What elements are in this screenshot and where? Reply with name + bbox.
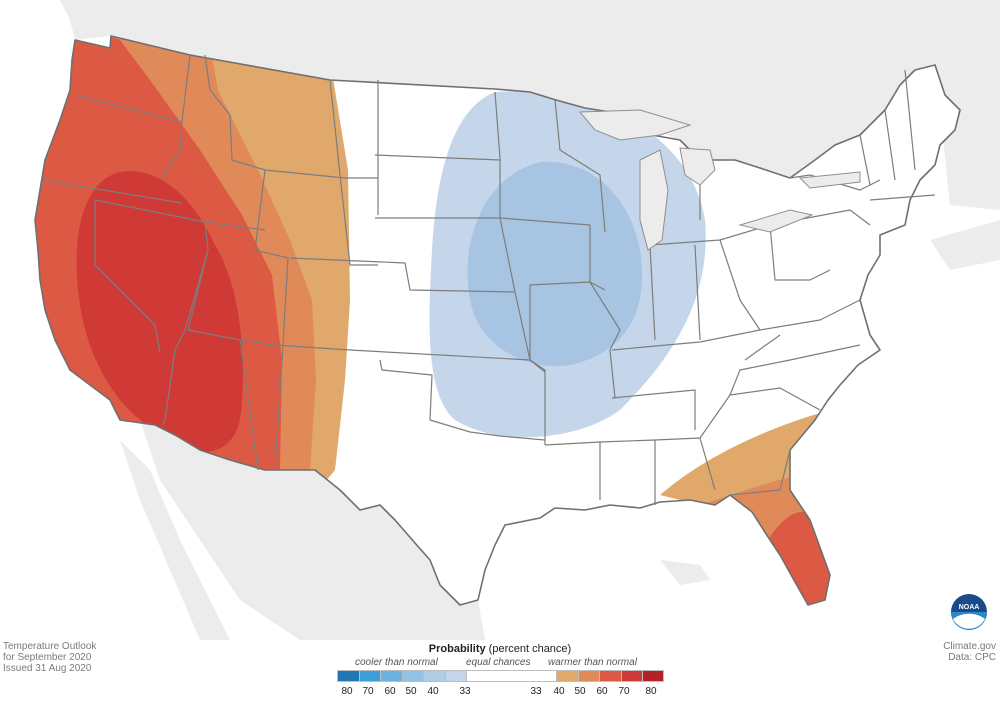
legend-swatch: [466, 670, 556, 682]
legend-warmer-label: warmer than normal: [548, 657, 637, 668]
legend-swatch: [401, 670, 423, 682]
legend-tick-label: 60: [596, 686, 608, 697]
legend-tick-label: 50: [574, 686, 586, 697]
us-map: NOAA: [34, 0, 1000, 640]
legend-swatch: [358, 670, 380, 682]
legend-swatch: [556, 670, 578, 682]
map-credits: Climate.gov Data: CPC: [943, 641, 996, 663]
legend-tick-label: 40: [553, 686, 565, 697]
legend-tick-label: 70: [618, 686, 630, 697]
credit-data: Data: CPC: [948, 652, 996, 663]
credit-site: Climate.gov: [943, 641, 996, 652]
legend-tick-label: 70: [362, 686, 374, 697]
legend-tick-label: 33: [459, 686, 471, 697]
state-borders: [34, 35, 961, 606]
legend-title: Probability (percent chance): [340, 643, 660, 655]
surrounding-land: [60, 0, 1000, 640]
legend-cooler-label: cooler than normal: [355, 657, 438, 668]
legend-tick-label: 33: [530, 686, 542, 697]
map-period: for September 2020: [3, 652, 92, 663]
legend-swatch: [642, 670, 664, 682]
legend-title-bold: Probability: [428, 643, 486, 655]
noaa-logo-text: NOAA: [959, 604, 980, 611]
great-lakes: [578, 109, 861, 251]
legend-tick-label: 80: [645, 686, 657, 697]
legend-swatch: [444, 670, 466, 682]
legend-equal-label: equal chances: [466, 657, 531, 668]
legend-swatch: [599, 670, 621, 682]
legend-color-bar: [337, 670, 664, 682]
map-info: Temperature Outlook for September 2020 I…: [3, 641, 96, 674]
legend-swatch: [423, 670, 445, 682]
warm-60-70-area: [76, 171, 243, 452]
legend-tick-label: 40: [427, 686, 439, 697]
legend-tick-label: 80: [341, 686, 353, 697]
legend-swatch: [577, 670, 599, 682]
cool-40-50-area: [467, 161, 643, 367]
legend-swatch: [620, 670, 642, 682]
map-issued-date: Issued 31 Aug 2020: [3, 663, 92, 674]
noaa-logo: NOAA: [951, 594, 987, 630]
legend-tick-label: 60: [384, 686, 396, 697]
map-title: Temperature Outlook: [3, 641, 97, 652]
legend-swatch: [337, 670, 359, 682]
legend-tick-label: 50: [405, 686, 417, 697]
legend-swatch: [380, 670, 402, 682]
legend-title-rest: (percent chance): [485, 643, 572, 655]
